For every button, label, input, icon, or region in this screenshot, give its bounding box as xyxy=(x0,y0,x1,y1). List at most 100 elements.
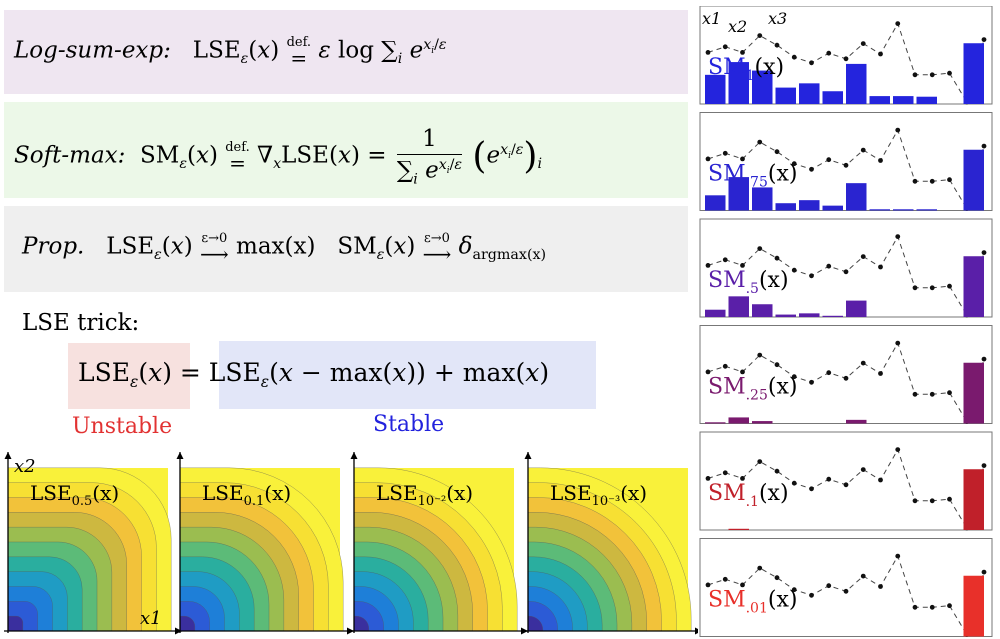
point-label: x1 xyxy=(702,9,721,28)
signal-point xyxy=(722,150,728,156)
lse-definition: Log-sum-exp: LSEε(x) def. = ε log ∑i exi/… xyxy=(14,35,447,70)
softmax-label-arg: (x) xyxy=(755,55,785,80)
softmax-bar xyxy=(775,203,796,211)
softmax-bar xyxy=(799,313,820,317)
signal-point xyxy=(774,362,780,368)
softmax-label: SM.75(x) xyxy=(708,162,797,191)
property-statement: Prop. LSEε(x) ε→0 ⟶ max(x) SMε(x) ε→0 ⟶ δa… xyxy=(22,231,547,266)
softmax-bar xyxy=(846,300,867,317)
contour-plots: LSE0.5(x) LSE0.1(x) LSE10⁻²(x) LSE10⁻³(x) x2… xyxy=(4,452,698,635)
signal-point xyxy=(981,250,987,256)
signal-point xyxy=(774,575,780,581)
contour-label-subscript: 10⁻² xyxy=(418,494,447,509)
signal-point xyxy=(757,459,763,464)
softmax-bar xyxy=(916,96,937,104)
contour-label-subscript: 0.1 xyxy=(244,494,265,509)
signal-point xyxy=(740,582,745,588)
signal-point xyxy=(895,447,901,452)
signal-point xyxy=(912,604,918,610)
signal-point xyxy=(981,463,987,468)
contour-label: LSE10⁻³(x) xyxy=(550,481,647,509)
signal-point xyxy=(757,246,763,252)
softmax-bar xyxy=(846,63,867,104)
signal-point xyxy=(740,476,745,481)
contour-level xyxy=(7,615,24,632)
signal-point xyxy=(774,42,780,48)
signal-point xyxy=(705,582,711,588)
unstable-highlight xyxy=(68,343,190,409)
signal-point xyxy=(826,263,832,269)
signal-point xyxy=(791,480,797,486)
signal-point xyxy=(947,496,952,502)
softmax-label: SM.01(x) xyxy=(708,588,797,617)
lse-definition-box xyxy=(4,10,688,94)
signal-point xyxy=(809,592,814,598)
softmax-panels: SM1(x) SM.75(x) SM.5(x)SM.25(x)SM.1(x) SM.0… xyxy=(699,6,993,637)
softmax-fraction: 1 ∑i exi/ε xyxy=(396,126,463,188)
softmax-bar xyxy=(775,87,796,104)
softmax-panel: SM.01(x) xyxy=(699,538,993,637)
softmax-bar xyxy=(752,304,773,317)
signal-point xyxy=(878,158,883,163)
signal-point xyxy=(774,468,780,474)
signal-point xyxy=(929,72,935,78)
signal-point xyxy=(774,255,780,261)
signal-point xyxy=(722,44,728,50)
signal-point xyxy=(809,379,814,385)
signal-point xyxy=(843,482,849,488)
contour-label-arg: (x) xyxy=(92,481,119,505)
signal-point xyxy=(722,470,728,476)
softmax-bar xyxy=(799,83,820,104)
softmax-bar xyxy=(728,528,749,530)
signal-point xyxy=(878,477,883,483)
panel-frame xyxy=(699,325,993,424)
signal-point xyxy=(895,553,901,559)
stable-label: Stable xyxy=(373,412,445,437)
softmax-label-arg: (x) xyxy=(759,481,789,506)
softmax-panel: SM1(x) xyxy=(699,6,993,105)
softmax-label-subscript: 1 xyxy=(746,68,755,84)
signal-point xyxy=(860,573,866,579)
signal-point xyxy=(843,269,849,275)
signal-point xyxy=(912,285,918,291)
softmax-bar xyxy=(916,209,937,211)
contour-label-arg: (x) xyxy=(620,481,647,505)
signal-point xyxy=(791,374,797,380)
signal-point xyxy=(895,21,901,26)
signal-point xyxy=(826,50,832,56)
contour-plot: LSE10⁻²(x) xyxy=(350,452,528,635)
contour-plot: LSE0.5(x) xyxy=(4,452,182,635)
signal-point xyxy=(809,166,814,172)
contour-plot: LSE10⁻³(x) xyxy=(524,452,698,635)
softmax-bar xyxy=(963,575,984,637)
max-text: max(x) xyxy=(236,233,316,260)
signal-point xyxy=(912,498,918,504)
softmax-bar xyxy=(869,96,890,104)
contour-label-arg: (x) xyxy=(264,481,291,505)
softmax-bar xyxy=(728,62,749,104)
contour-level xyxy=(179,615,196,632)
signal-point xyxy=(981,143,987,149)
signal-point xyxy=(826,476,832,482)
softmax-label-subscript: .25 xyxy=(746,388,768,404)
lse-trick-equation: LSEε(x) = LSEε(x − max(x)) + max(x) xyxy=(78,358,550,391)
softmax-bar xyxy=(963,149,984,211)
point-label: x2 xyxy=(728,17,747,36)
unstable-label: Unstable xyxy=(72,414,173,439)
signal-point xyxy=(878,371,883,376)
signal-point xyxy=(826,370,832,376)
signal-point xyxy=(878,264,883,270)
signal-point xyxy=(947,70,952,76)
contour-plot: LSE0.1(x) xyxy=(176,452,354,635)
softmax-bar xyxy=(822,315,843,317)
signal-point xyxy=(722,257,728,263)
signal-point xyxy=(843,162,849,168)
signal-point xyxy=(740,50,745,55)
signal-point xyxy=(860,360,866,366)
signal-point xyxy=(809,273,814,279)
softmax-definition-box xyxy=(4,102,688,198)
contour-label-subscript: 10⁻³ xyxy=(592,494,621,509)
limit-arrow: ε→0 ⟶ xyxy=(200,231,229,266)
panel-frame xyxy=(699,431,993,531)
signal-point xyxy=(878,584,883,589)
